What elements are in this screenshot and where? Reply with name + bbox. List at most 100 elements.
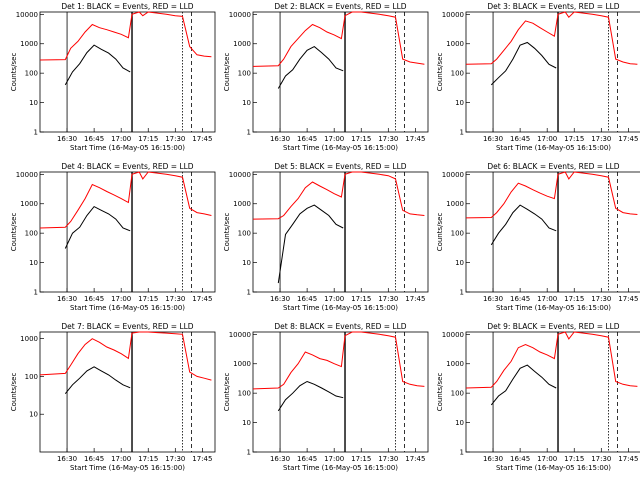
x-axis-label: Start Time (16-May-05 16:15:00) [496, 464, 611, 472]
y-tick-label: 100 [25, 373, 38, 381]
x-tick-label: 16:45 [297, 295, 317, 303]
y-tick-label: 10 [242, 259, 251, 267]
x-tick-label: 17:15 [351, 455, 371, 463]
x-axis-label: Start Time (16-May-05 16:15:00) [70, 144, 185, 152]
y-tick-label: 10000 [442, 171, 464, 179]
y-tick-label: 10 [242, 419, 251, 427]
events-series-line [277, 204, 344, 284]
x-tick-label: 17:00 [324, 135, 344, 143]
y-axis-label: Counts/sec [223, 373, 231, 412]
panel-det-7: Det 7: BLACK = Events, RED = LLD 10 100 100… [10, 322, 216, 472]
panel-title: Det 7: BLACK = Events, RED = LLD [61, 322, 193, 331]
x-tick-label: 17:45 [618, 295, 638, 303]
y-tick-label: 100 [451, 390, 464, 398]
x-tick-label: 17:45 [192, 295, 212, 303]
y-tick-label: 10000 [16, 171, 38, 179]
x-axis-label: Start Time (16-May-05 16:15:00) [496, 144, 611, 152]
y-axis-label: Counts/sec [223, 53, 231, 92]
lld-series-line [39, 331, 212, 381]
plot-frame [465, 171, 640, 293]
x-tick-label: 17:15 [564, 295, 584, 303]
x-tick-label: 16:30 [483, 455, 503, 463]
lld-series-line [465, 331, 638, 389]
y-tick-label: 10 [455, 99, 464, 107]
y-axis-label: Counts/sec [223, 213, 231, 252]
events-series-line [64, 366, 131, 395]
y-tick-label: 1000 [233, 40, 251, 48]
lld-series-line [39, 171, 212, 229]
panel-title: Det 1: BLACK = Events, RED = LLD [61, 2, 193, 11]
x-tick-label: 16:30 [483, 135, 503, 143]
x-tick-label: 17:45 [405, 455, 425, 463]
y-tick-label: 100 [238, 390, 251, 398]
x-tick-label: 17:00 [324, 295, 344, 303]
y-tick-label: 10 [29, 411, 38, 419]
y-tick-label: 100 [25, 230, 38, 238]
x-tick-label: 16:45 [510, 135, 530, 143]
x-tick-label: 17:30 [378, 455, 398, 463]
lld-series-line [465, 11, 638, 65]
x-tick-label: 17:30 [591, 295, 611, 303]
x-tick-label: 16:30 [57, 455, 77, 463]
panel-det-1: Det 1: BLACK = Events, RED = LLD 1 10 100 10… [10, 2, 216, 152]
x-axis-label: Start Time (16-May-05 16:15:00) [283, 144, 398, 152]
y-axis-label: Counts/sec [436, 373, 444, 412]
plot-frame [465, 11, 640, 133]
x-tick-label: 17:45 [618, 135, 638, 143]
x-tick-label: 17:15 [564, 135, 584, 143]
x-tick-label: 17:45 [405, 135, 425, 143]
x-tick-label: 17:15 [138, 295, 158, 303]
x-tick-label: 17:30 [165, 455, 185, 463]
x-tick-label: 16:30 [270, 295, 290, 303]
x-tick-label: 17:15 [138, 135, 158, 143]
panel-title: Det 5: BLACK = Events, RED = LLD [274, 162, 406, 171]
x-tick-label: 17:00 [111, 295, 131, 303]
y-tick-label: 10 [29, 99, 38, 107]
y-tick-label: 1 [460, 289, 464, 297]
y-tick-label: 1 [34, 129, 38, 137]
x-tick-label: 16:45 [84, 295, 104, 303]
x-tick-label: 17:45 [618, 455, 638, 463]
y-tick-label: 100 [451, 230, 464, 238]
lld-series-line [465, 171, 638, 219]
lld-series-line [252, 171, 425, 220]
y-tick-label: 10000 [229, 171, 251, 179]
plot-frame [465, 331, 640, 453]
x-tick-label: 17:30 [378, 295, 398, 303]
panel-title: Det 3: BLACK = Events, RED = LLD [487, 2, 619, 11]
plot-frame [252, 171, 429, 293]
y-axis-label: Counts/sec [10, 53, 18, 92]
panel-det-6: Det 6: BLACK = Events, RED = LLD 1 10 100 10… [436, 162, 640, 312]
x-tick-label: 16:30 [270, 455, 290, 463]
x-tick-label: 16:45 [297, 135, 317, 143]
x-tick-label: 17:45 [192, 135, 212, 143]
panel-det-3: Det 3: BLACK = Events, RED = LLD 1 10 100 10… [436, 2, 640, 152]
panel-title: Det 9: BLACK = Events, RED = LLD [487, 322, 619, 331]
x-tick-label: 17:00 [537, 455, 557, 463]
y-axis-label: Counts/sec [10, 213, 18, 252]
x-axis-label: Start Time (16-May-05 16:15:00) [496, 304, 611, 312]
y-tick-label: 1 [460, 129, 464, 137]
y-tick-label: 10000 [229, 331, 251, 339]
panel-title: Det 8: BLACK = Events, RED = LLD [274, 322, 406, 331]
x-tick-label: 16:30 [483, 295, 503, 303]
y-tick-label: 10 [29, 259, 38, 267]
events-series-line [277, 46, 344, 89]
y-tick-label: 1 [247, 289, 251, 297]
events-series-line [490, 41, 557, 86]
events-series-line [490, 204, 557, 246]
x-axis-label: Start Time (16-May-05 16:15:00) [283, 304, 398, 312]
y-tick-label: 1000 [20, 200, 38, 208]
x-tick-label: 17:00 [537, 135, 557, 143]
y-tick-label: 100 [238, 230, 251, 238]
events-series-line [277, 380, 344, 412]
x-tick-label: 17:30 [591, 135, 611, 143]
x-tick-label: 17:30 [165, 295, 185, 303]
x-tick-label: 17:30 [378, 135, 398, 143]
plot-frame [39, 171, 216, 293]
x-tick-label: 17:00 [111, 135, 131, 143]
x-tick-label: 16:30 [270, 135, 290, 143]
y-tick-label: 1 [247, 449, 251, 457]
x-tick-label: 16:45 [84, 455, 104, 463]
